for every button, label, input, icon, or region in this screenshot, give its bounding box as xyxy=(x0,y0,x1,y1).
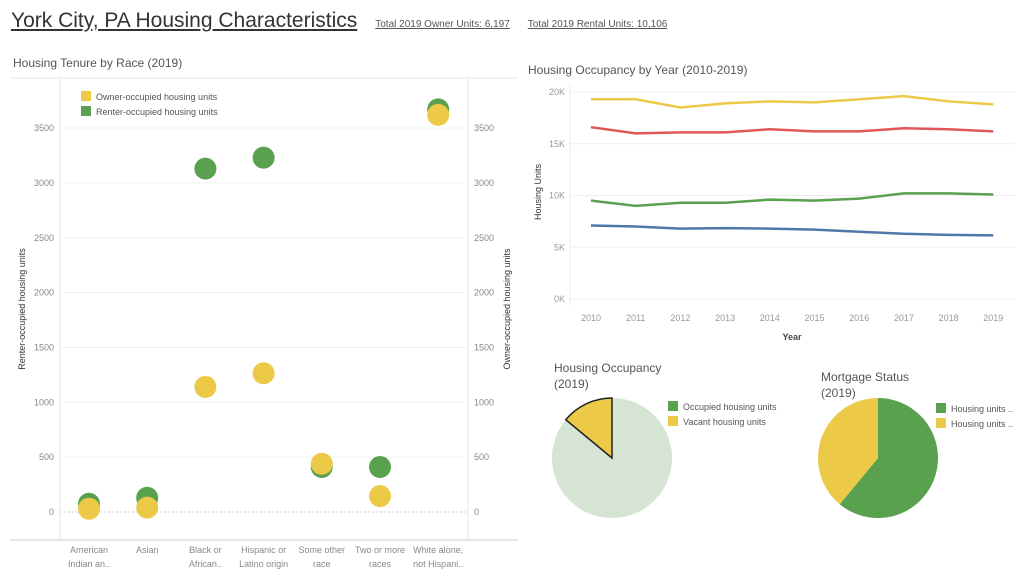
x-tick: 2010 xyxy=(581,313,601,323)
owner-point xyxy=(194,375,217,398)
y-tick-left: 2500 xyxy=(34,233,54,243)
mortgage-pie-title: Mortgage Status (2019) xyxy=(821,369,909,401)
x-tick: 2014 xyxy=(760,313,780,323)
legend-swatch xyxy=(668,416,678,426)
owner-point xyxy=(310,452,333,475)
occupancy-line-chart: 0K 5K 10K 15K 20K 2010 2011 2012 2013 2014 2015 201… xyxy=(533,85,1015,342)
x-tick-label: African.. xyxy=(189,559,222,569)
x-tick-label: Indian an.. xyxy=(68,559,110,569)
y-tick: 15K xyxy=(549,139,565,149)
x-tick-label: Black or xyxy=(189,545,222,555)
x-tick: 2018 xyxy=(939,313,959,323)
y-tick-right: 3000 xyxy=(474,178,494,188)
y-tick-right: 1000 xyxy=(474,397,494,407)
legend-swatch xyxy=(668,401,678,411)
dashboard-header: York City, PA Housing Characteristics To… xyxy=(11,9,667,33)
pie-slice xyxy=(839,398,939,519)
x-tick: 2017 xyxy=(894,313,914,323)
legend-label: Owner-occupied housing units xyxy=(96,92,218,102)
title-line: (2019) xyxy=(821,386,856,400)
mortgage-pie-chart: Housing units .. Housing units .. xyxy=(818,398,1013,519)
series-line xyxy=(590,192,994,208)
y-tick-right: 3500 xyxy=(474,123,494,133)
x-tick-label: race xyxy=(313,559,331,569)
x-tick: 2019 xyxy=(983,313,1003,323)
x-tick: 2015 xyxy=(804,313,824,323)
dashboard-title: York City, PA Housing Characteristics xyxy=(11,9,358,32)
x-tick: 2011 xyxy=(626,313,645,323)
legend-swatch xyxy=(936,403,946,413)
y-tick-left: 3500 xyxy=(34,123,54,133)
renter-point xyxy=(194,157,217,180)
y-tick-right: 0 xyxy=(474,507,479,517)
title-line: (2019) xyxy=(554,377,589,391)
y-tick-right: 2500 xyxy=(474,233,494,243)
y-tick-left: 2000 xyxy=(34,288,54,298)
legend-swatch xyxy=(81,106,91,116)
x-tick-label: Two or more xyxy=(355,545,405,555)
legend-label: Vacant housing units xyxy=(683,417,766,427)
owner-point xyxy=(427,103,450,126)
title-line: Housing Occupancy xyxy=(554,361,662,375)
title-line: Mortgage Status xyxy=(821,370,910,384)
x-tick-label: races xyxy=(369,559,392,569)
y-tick: 5K xyxy=(554,242,565,252)
x-tick-label: Some other xyxy=(299,545,346,555)
y-tick-right: 2000 xyxy=(474,288,494,298)
legend-label: Housing units .. xyxy=(951,419,1013,429)
pie-slice xyxy=(818,398,878,505)
y-tick-left: 0 xyxy=(49,507,54,517)
owner-point xyxy=(369,485,391,508)
owner-point xyxy=(252,362,275,385)
owner-point xyxy=(136,496,159,519)
occupancy-pie-title: Housing Occupancy (2019) xyxy=(554,360,661,392)
x-tick-label: Latino origin xyxy=(239,559,288,569)
legend-label: Renter-occupied housing units xyxy=(96,107,218,117)
pie-slice xyxy=(564,397,613,460)
renter-point xyxy=(369,456,391,479)
series-line xyxy=(590,224,994,237)
tenure-chart-title: Housing Tenure by Race (2019) xyxy=(13,56,183,70)
y-tick-left: 3000 xyxy=(34,178,54,188)
owner-units-kpi[interactable]: Total 2019 Owner Units: 6,197 xyxy=(375,19,510,30)
y-tick-left: 1000 xyxy=(34,397,54,407)
legend-swatch xyxy=(936,418,946,428)
x-tick: 2016 xyxy=(849,313,869,323)
x-tick-label: not Hispani.. xyxy=(413,559,463,569)
x-axis-label: Year xyxy=(782,332,802,342)
owner-point xyxy=(78,497,100,520)
renter-point xyxy=(252,146,275,169)
y-axis-label-left: Renter-occupied housing units xyxy=(17,248,27,370)
y-tick-left: 1500 xyxy=(34,342,54,352)
x-tick: 2013 xyxy=(715,313,735,323)
x-tick-label: American xyxy=(70,545,108,555)
rental-units-kpi[interactable]: Total 2019 Rental Units: 10,106 xyxy=(527,19,668,30)
x-tick-label: Hispanic or xyxy=(241,545,286,555)
y-axis-label-right: Owner-occupied housing units xyxy=(502,248,512,370)
series-line xyxy=(591,94,994,109)
y-tick: 20K xyxy=(549,87,565,97)
x-tick: 2012 xyxy=(670,313,690,323)
y-tick: 0K xyxy=(554,294,565,304)
y-tick-right: 500 xyxy=(474,452,489,462)
occupancy-line-title: Housing Occupancy by Year (2010-2019) xyxy=(528,63,748,77)
x-tick-label: Asian xyxy=(136,545,159,555)
legend-swatch xyxy=(81,91,91,101)
x-tick-label: White alone, xyxy=(413,545,463,555)
y-tick-right: 1500 xyxy=(474,342,494,352)
occupancy-pie-chart: Occupied housing units Vacant housing uni… xyxy=(552,397,777,518)
tenure-scatter-chart: 0 0 500 500 1000 1000 1500 1500 2000 2000 2500 2500… xyxy=(10,77,518,569)
y-tick: 10K xyxy=(549,191,565,201)
legend-label: Housing units .. xyxy=(951,404,1013,414)
y-axis-label: Housing Units xyxy=(533,163,543,220)
series-line xyxy=(590,125,994,135)
y-tick-left: 500 xyxy=(39,452,54,462)
legend-label: Occupied housing units xyxy=(683,402,777,412)
